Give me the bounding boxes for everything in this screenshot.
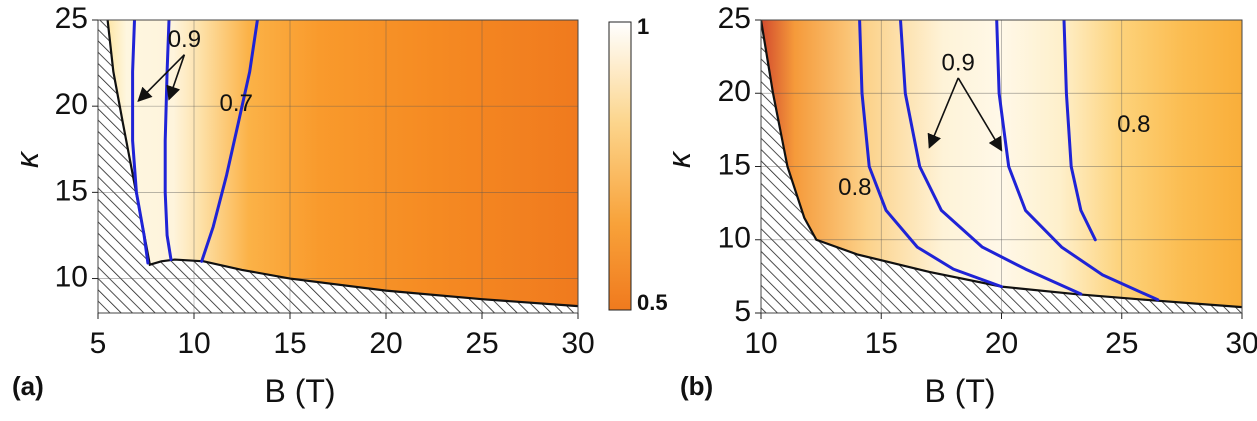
- x-tick-label: 15: [273, 327, 306, 360]
- y-tick-label: 20: [718, 75, 751, 108]
- x-tick-label: 5: [90, 327, 107, 360]
- y-tick-label: 10: [55, 260, 88, 293]
- x-tick-label: 20: [369, 327, 402, 360]
- boundary-curve: [761, 20, 1242, 309]
- y-tick-label: 25: [55, 2, 88, 35]
- contour-label: 0.7: [220, 90, 253, 117]
- panel-label: (b): [680, 371, 713, 401]
- y-tick-label: 5: [734, 295, 751, 328]
- annotation-arrow: [166, 54, 186, 101]
- contour-line: [1062, 20, 1097, 242]
- colorbar-bar: [608, 21, 632, 311]
- contour-line: [200, 20, 259, 263]
- colorbar: 10.5: [608, 14, 668, 315]
- x-tick-label: 25: [465, 327, 498, 360]
- y-axis-label: κ: [9, 150, 45, 168]
- annotation-arrow: [137, 54, 185, 103]
- contour-line: [995, 20, 1160, 302]
- plot-frame: [97, 19, 579, 314]
- x-tick-label: 10: [744, 327, 777, 360]
- annotation-arrow: [927, 77, 959, 149]
- x-axis-label: B (T): [924, 373, 995, 409]
- contour-label: 0.8: [838, 174, 871, 201]
- colorbar-max-label: 1: [637, 14, 649, 39]
- panel-a: 0.9 0.7 5 10 15 20 25 30 10 15 20 25 B (T) κ (a): [9, 2, 595, 409]
- grid: [761, 20, 1242, 313]
- colorbar-min-label: 0.5: [637, 290, 668, 315]
- contour-label: 0.9: [942, 49, 975, 76]
- x-tick-label: 20: [985, 327, 1018, 360]
- contour-line: [899, 20, 1083, 296]
- grid: [98, 20, 578, 313]
- x-tick-label: 30: [561, 327, 594, 360]
- x-axis-label: B (T): [264, 373, 335, 409]
- annotation-arrow: [957, 77, 1003, 152]
- boundary-curve: [106, 20, 578, 308]
- x-tick-label: 15: [865, 327, 898, 360]
- y-axis-label: κ: [661, 150, 697, 168]
- y-tick-label: 20: [55, 88, 88, 121]
- contour-label: 0.8: [1117, 111, 1150, 138]
- panel-label: (a): [12, 371, 44, 401]
- contour-label: 0.9: [168, 26, 201, 53]
- contour-line: [163, 20, 173, 262]
- y-tick-label: 10: [718, 222, 751, 255]
- contour-line: [858, 20, 1003, 289]
- y-tick-label: 25: [718, 2, 751, 35]
- x-tick-label: 30: [1225, 327, 1257, 360]
- contour-line: [131, 20, 150, 265]
- y-tick-label: 15: [718, 148, 751, 181]
- x-tick-label: 10: [177, 327, 210, 360]
- y-tick-label: 15: [55, 174, 88, 207]
- x-tick-label: 25: [1105, 327, 1138, 360]
- heatmap-fill: [107, 20, 578, 307]
